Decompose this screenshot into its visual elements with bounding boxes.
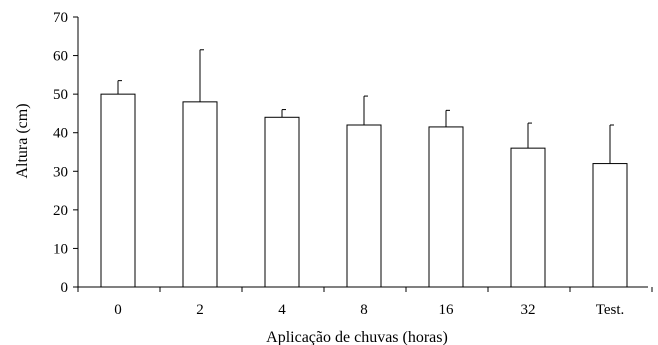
y-tick-label: 60	[53, 49, 68, 65]
x-tick-label: 2	[196, 302, 204, 318]
y-axis: 0 10 20 30 40 50 60 70	[53, 10, 79, 296]
y-axis-title: Altura (cm)	[14, 103, 31, 178]
y-tick-label: 30	[53, 164, 68, 180]
y-tick-label: 10	[53, 241, 68, 257]
x-axis: 0 2 4 8 16 32 Test.	[77, 286, 653, 318]
x-tick-label: Test.	[596, 302, 625, 318]
bar	[346, 124, 382, 288]
y-tick-label: 50	[53, 87, 68, 103]
y-tick-label: 20	[53, 203, 68, 219]
y-tick-label: 0	[61, 280, 69, 296]
bar	[592, 163, 628, 288]
bar	[182, 101, 218, 288]
x-tick-label: 4	[278, 302, 286, 318]
bar	[428, 126, 464, 288]
bar	[100, 93, 136, 288]
bar	[510, 147, 546, 288]
x-tick-label: 32	[521, 302, 536, 318]
y-tick-label: 70	[53, 10, 68, 26]
x-tick-label: 0	[114, 302, 122, 318]
x-tick-label: 16	[439, 302, 455, 318]
x-tick-label: 8	[360, 302, 368, 318]
plot-area	[100, 49, 628, 288]
y-tick-label: 40	[53, 126, 68, 142]
bar	[264, 116, 300, 288]
x-axis-title: Aplicação de chuvas (horas)	[266, 329, 448, 345]
